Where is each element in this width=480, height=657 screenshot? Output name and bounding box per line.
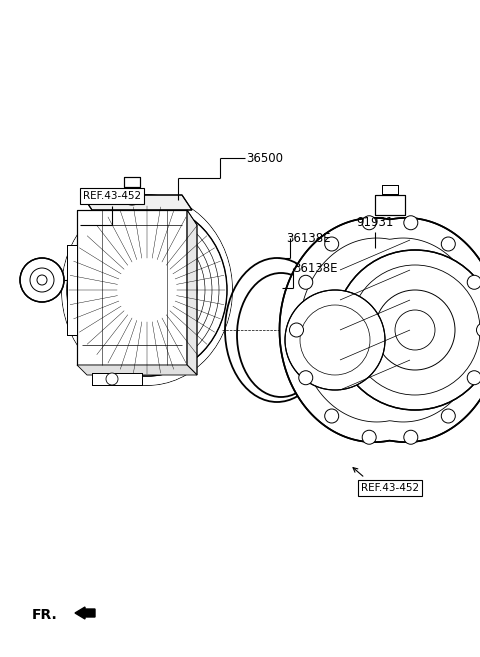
Circle shape [404,430,418,444]
Circle shape [122,185,142,205]
Text: 36138E: 36138E [293,261,337,275]
Polygon shape [77,210,187,365]
Circle shape [335,250,480,410]
Circle shape [106,373,118,385]
Polygon shape [279,218,480,442]
Circle shape [467,371,480,385]
Polygon shape [67,245,77,335]
Circle shape [20,258,64,302]
Polygon shape [92,373,142,385]
Circle shape [404,215,418,230]
Circle shape [441,409,456,423]
Polygon shape [77,365,197,375]
Ellipse shape [62,195,232,385]
Text: 91931: 91931 [356,215,394,229]
Circle shape [299,371,313,385]
Polygon shape [82,195,192,210]
Circle shape [467,275,480,289]
Circle shape [362,215,376,230]
Circle shape [362,430,376,444]
Polygon shape [187,210,197,375]
Text: REF.43-452: REF.43-452 [83,191,141,201]
Circle shape [299,275,313,289]
Circle shape [324,409,339,423]
Circle shape [289,323,303,337]
Polygon shape [382,185,398,194]
Circle shape [441,237,456,251]
Circle shape [324,237,339,251]
Text: REF.43-452: REF.43-452 [361,483,419,493]
Polygon shape [375,195,405,215]
Circle shape [477,323,480,337]
Text: 36500: 36500 [247,152,284,164]
FancyArrow shape [75,607,95,619]
Polygon shape [124,177,140,187]
Text: FR.: FR. [32,608,58,622]
Ellipse shape [62,195,232,385]
Text: 36138E: 36138E [286,231,330,244]
Circle shape [285,290,385,390]
